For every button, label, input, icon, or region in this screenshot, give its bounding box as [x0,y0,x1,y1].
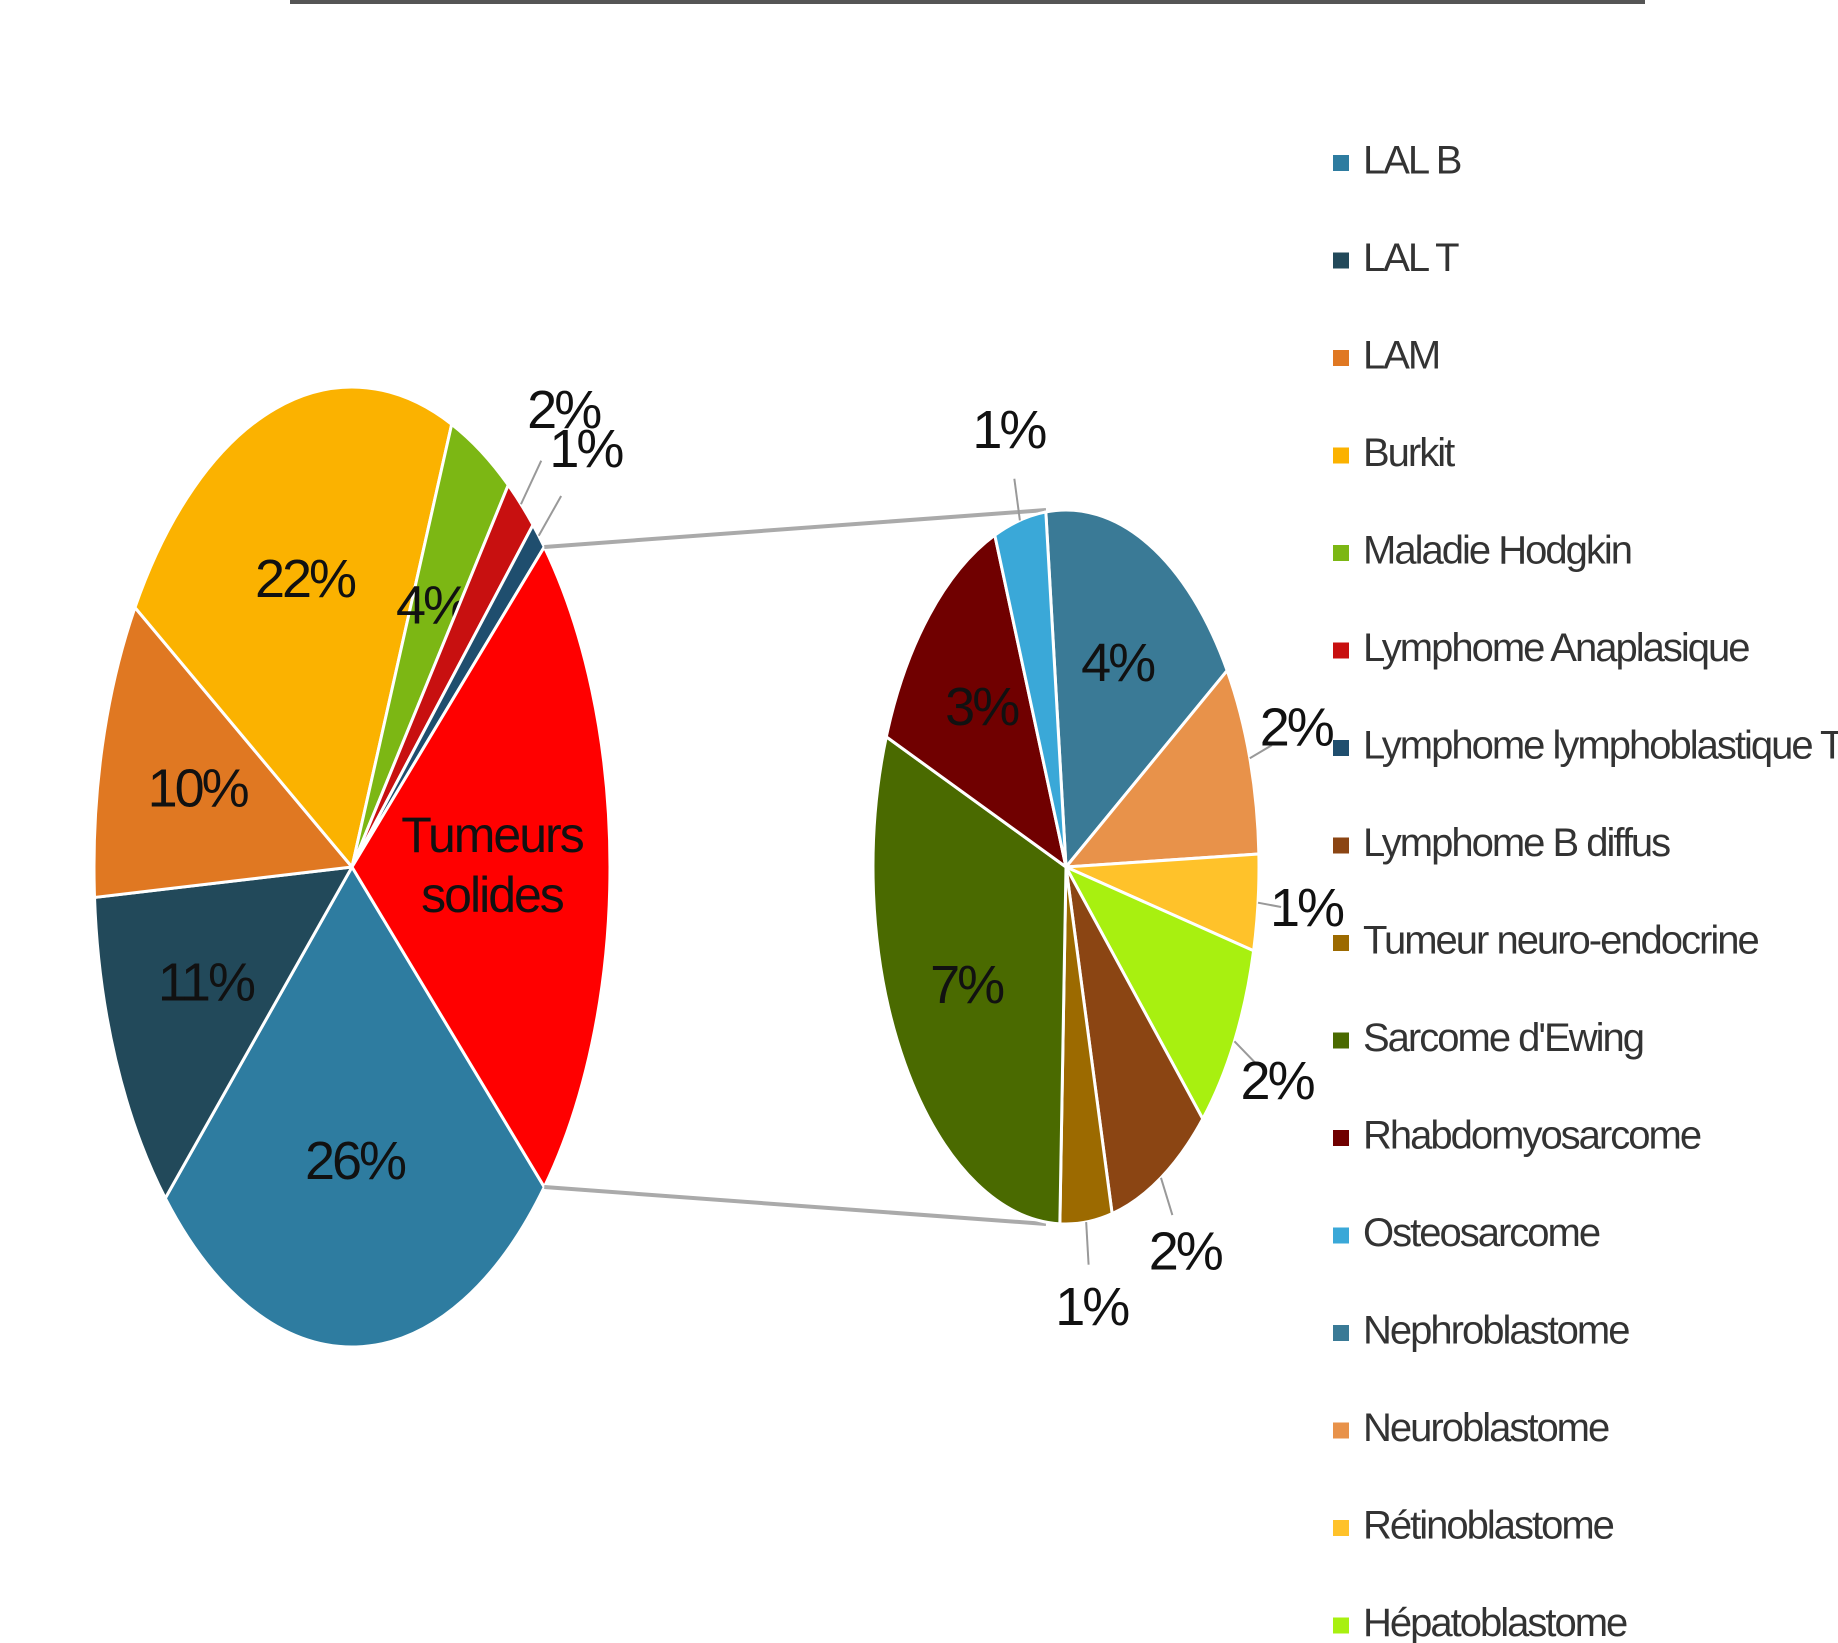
legend-swatch [1333,1422,1349,1439]
data-label: 1% [1055,1277,1129,1337]
legend-label: Tumeur neuro-endocrine [1363,919,1759,963]
pie-slice [92,865,355,1202]
data-label: 3% [945,677,1019,737]
data-label: 2% [1149,1222,1223,1282]
legend-label: Burkit [1363,431,1455,475]
leader-line [1085,1221,1090,1265]
data-label: 2% [527,380,601,440]
legend-label: Sarcome d'Ewing [1363,1016,1643,1060]
legend-swatch [1333,545,1349,561]
legend-swatch [1333,1227,1349,1244]
pie-slice-other [350,543,612,1191]
legend-swatch [1333,1617,1349,1634]
data-label: 26% [305,1131,406,1191]
legend-swatch [1333,837,1349,854]
data-label: 1% [549,419,623,479]
pie-slice [163,864,546,1349]
leader-line [1249,744,1273,760]
legend-label: Rhabdomyosarcome [1363,1114,1701,1158]
legend-swatch [1333,1325,1349,1341]
legend-label: Nephroblastome [1363,1309,1629,1353]
legend-label: Lymphome B diffus [1363,821,1670,865]
other-label-line: solides [421,867,564,923]
data-label: 2% [1260,697,1334,757]
data-label: 4% [1081,633,1155,693]
legend-label: Lymphome lymphoblastique T [1363,724,1838,768]
pie-slice [1062,863,1256,1123]
legend-swatch [1333,642,1349,659]
pie-slice [871,734,1068,1226]
leader-line [520,460,543,505]
legend-swatch [1333,155,1349,171]
data-label: 11% [158,953,255,1013]
leader-line [537,495,563,537]
data-label: 1% [1270,878,1344,938]
data-label: 1% [972,400,1046,460]
leader-line [1233,1040,1256,1063]
legend-label: LAL B [1363,139,1461,183]
pie-slice [1064,866,1205,1216]
pie-slice [133,385,454,871]
legend-label: Hépatoblastome [1363,1601,1627,1643]
legend-swatch [1333,1130,1349,1146]
legend-swatch [1333,252,1349,269]
legend-label: Neuroblastome [1363,1406,1609,1450]
pie-slice [993,510,1068,868]
data-label: 2% [1241,1051,1315,1111]
legend-swatch [1333,1520,1349,1536]
connector [544,1185,1047,1226]
legend-label: Osteosarcome [1363,1211,1600,1255]
legend-label: Maladie Hodgkin [1363,529,1631,573]
legend-swatch [1333,740,1349,756]
other-label: Tumeurs solides [401,807,583,923]
data-label: 22% [255,549,356,609]
legend-swatch [1333,350,1349,366]
legend-label: Lymphome Anaplasique [1363,626,1749,670]
leader-line [1160,1177,1174,1216]
legend-label: LAL T [1363,236,1459,280]
data-label: 10% [148,759,249,819]
connector [544,508,1047,549]
other-label-line: Tumeurs [401,807,583,863]
leader-line [1013,478,1021,521]
legend-swatch [1333,447,1349,464]
legend-swatch [1333,935,1349,951]
legend-label: LAM [1363,334,1439,378]
pie-slice [1044,508,1229,871]
legend-swatch [1333,1032,1349,1049]
data-label: 7% [930,955,1004,1015]
pie-slice [884,532,1069,871]
leader-line [1257,901,1282,908]
legend-label: Rétinoblastome [1363,1504,1614,1548]
pie-slice [1062,667,1261,869]
pie-slice [92,604,355,900]
